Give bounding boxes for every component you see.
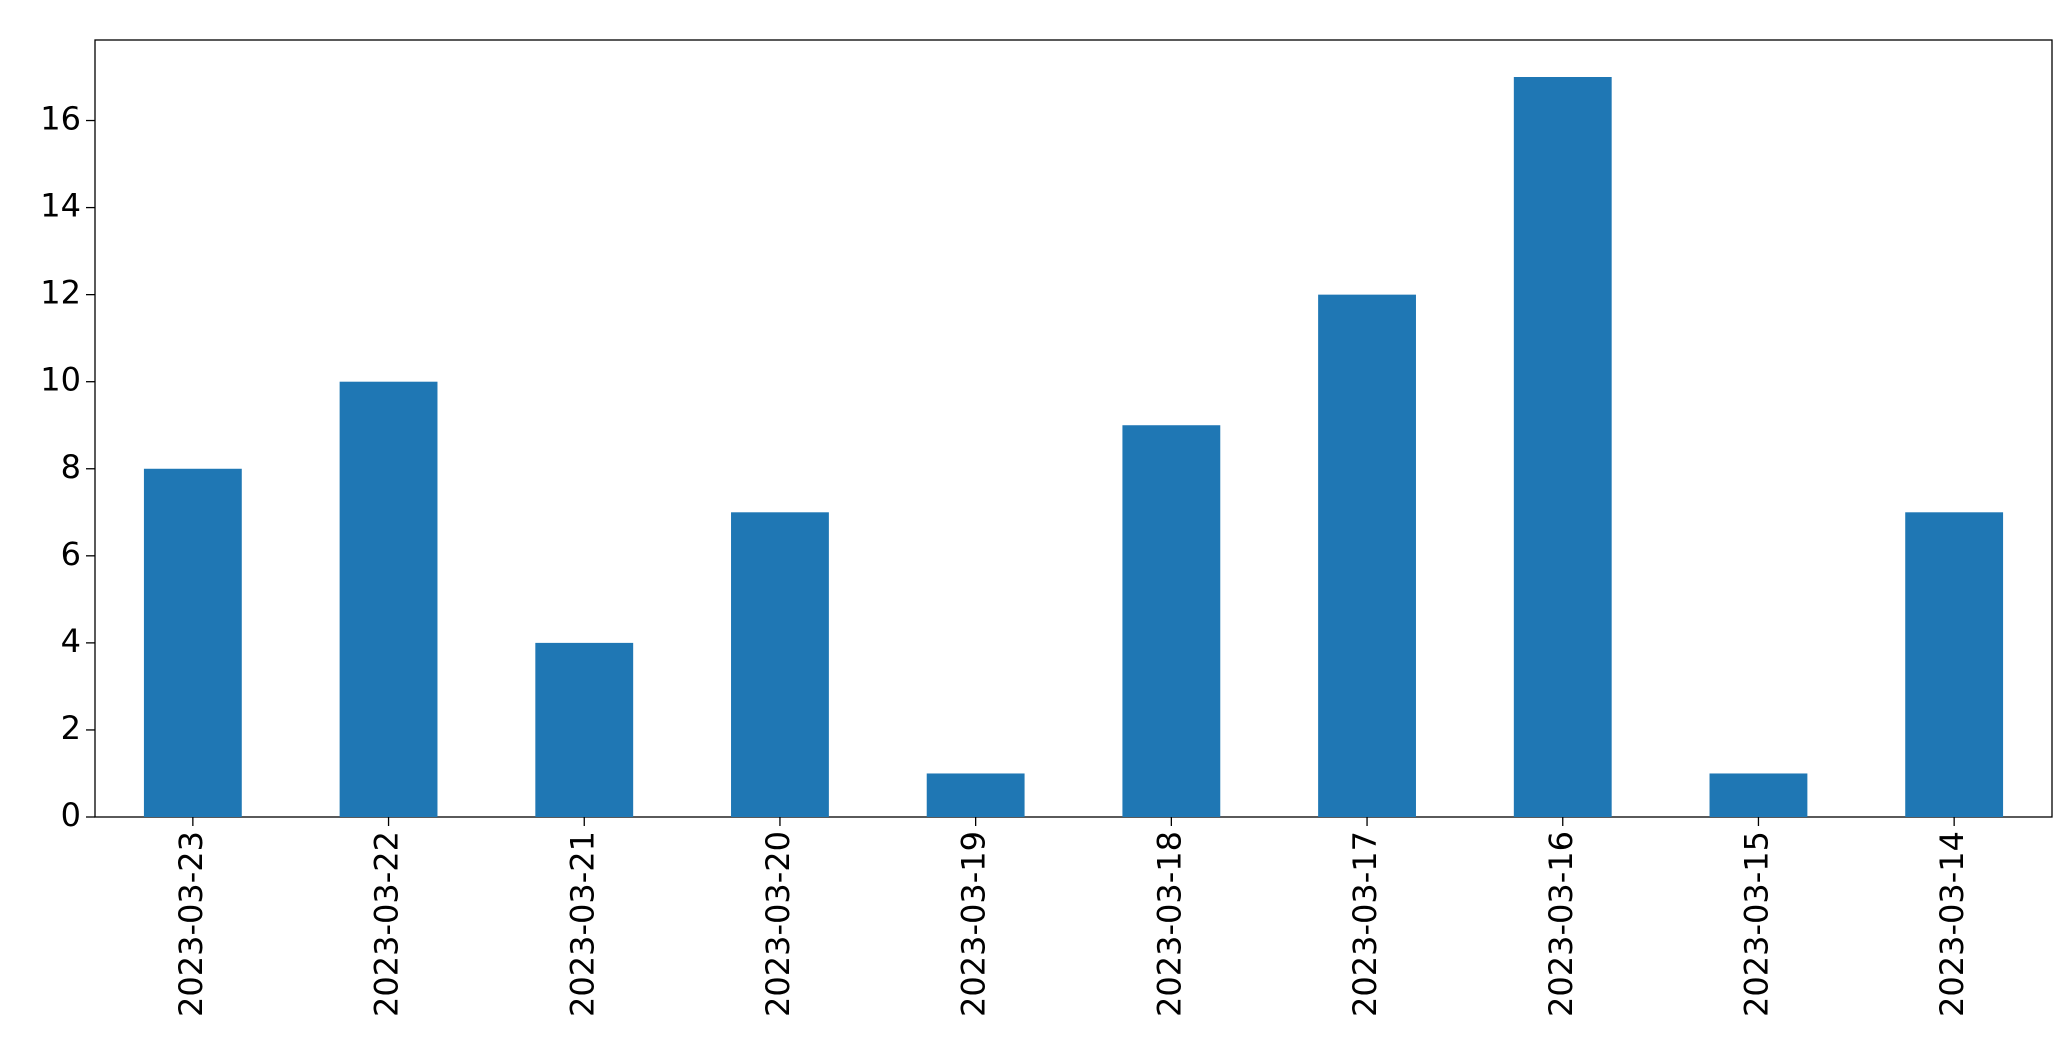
bar bbox=[339, 381, 438, 817]
x-tick-label: 2023-03-19 bbox=[955, 831, 993, 1017]
bar bbox=[535, 642, 634, 817]
y-tick-label: 10 bbox=[40, 361, 81, 399]
x-tick-label: 2023-03-23 bbox=[172, 831, 210, 1017]
x-tick-label: 2023-03-21 bbox=[563, 831, 601, 1017]
x-tick-label: 2023-03-18 bbox=[1150, 831, 1188, 1017]
x-tick-label: 2023-03-20 bbox=[759, 831, 797, 1017]
y-tick-label: 14 bbox=[40, 187, 81, 225]
y-tick-label: 4 bbox=[61, 622, 81, 660]
x-tick-label: 2023-03-14 bbox=[1933, 831, 1971, 1017]
x-tick-label: 2023-03-16 bbox=[1542, 831, 1580, 1017]
bar bbox=[143, 468, 242, 817]
bar bbox=[1709, 773, 1808, 817]
bar bbox=[1122, 425, 1221, 817]
x-tick-label: 2023-03-22 bbox=[368, 831, 406, 1017]
bar bbox=[731, 512, 829, 817]
y-tick-label: 8 bbox=[61, 448, 81, 486]
y-tick-label: 12 bbox=[40, 274, 81, 312]
bar bbox=[1318, 294, 1416, 817]
x-tick-label: 2023-03-17 bbox=[1346, 831, 1384, 1017]
x-tick-label: 2023-03-15 bbox=[1737, 831, 1775, 1017]
y-tick-label: 2 bbox=[61, 709, 81, 747]
bar bbox=[926, 773, 1025, 817]
y-tick-label: 6 bbox=[61, 535, 81, 573]
plot-frame bbox=[94, 39, 2053, 818]
bar bbox=[1513, 77, 1612, 817]
y-tick-label: 0 bbox=[61, 796, 81, 834]
y-tick-label: 16 bbox=[40, 100, 81, 138]
bar bbox=[1905, 512, 2004, 817]
